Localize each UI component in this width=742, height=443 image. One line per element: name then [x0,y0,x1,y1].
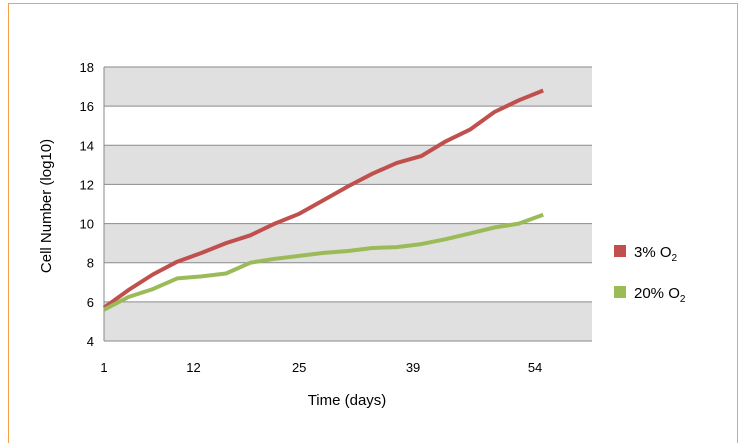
x-tick-labels: 1 12 25 39 54 [100,360,542,375]
line-chart: 4 6 8 10 12 14 16 18 1 12 25 39 54 Time (days) Cell… [38,60,686,409]
series-lines [102,88,544,312]
legend-swatch [614,286,626,298]
chart-frame [8,3,738,443]
legend-label: 20% O2 [634,285,686,305]
x-axis-title: Time (days) [308,392,387,409]
series-line-3-o2 [102,88,544,310]
y-tick-label: 14 [80,138,94,153]
x-tick-label: 25 [292,360,306,375]
legend: 3% O2 20% O2 [614,244,686,305]
grid-lines [103,66,592,342]
series-line-20-o2 [103,212,544,312]
chart-frame-top [8,3,738,4]
y-tick-label: 10 [80,217,94,232]
x-tick-label: 39 [406,360,420,375]
y-tick-label: 18 [80,60,94,75]
plot-bands [104,67,592,341]
y-tick-label: 12 [80,177,94,192]
plot-band [104,301,592,341]
x-tick-label: 54 [528,360,542,375]
x-tick-label: 1 [100,360,107,375]
plot-band [104,184,592,224]
y-tick-label: 16 [80,99,94,114]
legend-label: 3% O2 [634,244,678,264]
y-axis-title: Cell Number (log10) [38,139,55,273]
y-tick-labels: 4 6 8 10 12 14 16 18 [80,60,94,349]
plot-band [104,67,592,107]
plot-band [104,106,592,146]
y-tick-label: 8 [87,256,94,271]
y-tick-label: 4 [87,334,94,349]
y-tick-label: 6 [87,295,94,310]
plot-band [104,223,592,263]
legend-swatch [614,245,626,257]
x-tick-label: 12 [186,360,200,375]
plot-band [104,262,592,302]
plot-band [104,145,592,185]
